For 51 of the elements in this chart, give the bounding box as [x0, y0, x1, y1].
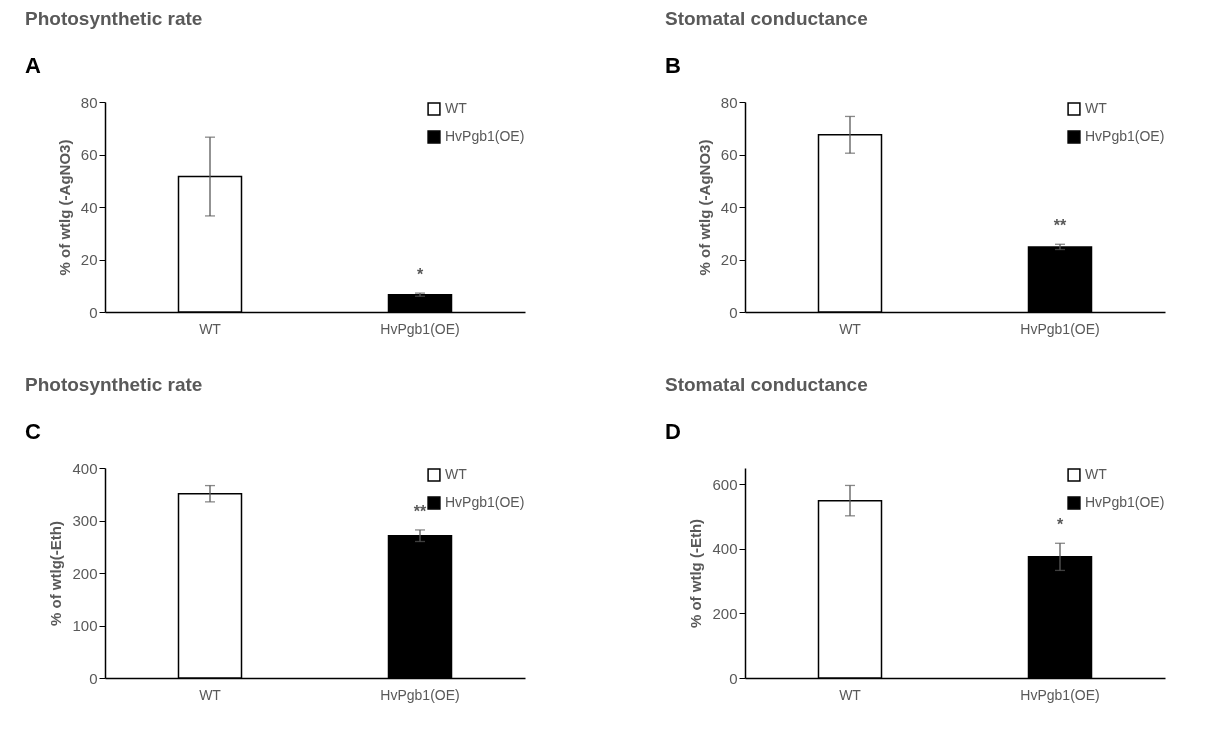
y-tick-label: 80 — [80, 93, 98, 111]
text: A — [25, 53, 41, 78]
y-tick-label: 200 — [712, 604, 738, 622]
x-tick-label: WT — [199, 686, 222, 703]
y-tick-label: 20 — [720, 251, 738, 268]
annotation: * — [1056, 516, 1064, 534]
text: C — [25, 419, 41, 444]
y-tick-label: 400 — [712, 540, 738, 558]
legend-label: HvPgb1(OE) — [1085, 128, 1165, 144]
chart-title: Photosynthetic rate — [25, 8, 203, 29]
y-tick-label: 100 — [72, 617, 98, 634]
y-tick-label: 600 — [712, 475, 738, 493]
y-tick-label: 200 — [72, 564, 98, 582]
x-tick-label: HvPgb1(OE) — [380, 686, 460, 703]
y-axis-title: % of wtlg(-Eth) — [47, 521, 65, 626]
chart-title: Stomatal conductance — [665, 374, 868, 395]
y-tick-label: 0 — [729, 303, 738, 321]
legend-label: WT — [1085, 466, 1108, 482]
y-tick-label: 20 — [80, 251, 98, 268]
y-tick-label: 0 — [729, 669, 738, 687]
legend-label: WT — [445, 466, 468, 482]
y-tick-label: 60 — [720, 146, 738, 163]
legend-label: HvPgb1(OE) — [445, 494, 525, 510]
y-axis-title: % of wtlg (-Eth) — [687, 518, 705, 629]
y-tick-label: 60 — [80, 146, 98, 163]
legend-label: HvPgb1(OE) — [1085, 494, 1165, 510]
chart-title: Stomatal conductance — [665, 8, 868, 29]
y-tick-label: 80 — [720, 93, 738, 111]
legend-label: WT — [445, 100, 468, 116]
annotation: ** — [1053, 217, 1067, 235]
y-axis-title: % of wtlg (-AgNO3) — [695, 139, 713, 276]
x-tick-label: WT — [839, 320, 862, 337]
y-tick-label: 0 — [89, 669, 98, 687]
y-tick-label: 300 — [72, 512, 98, 529]
x-tick-label: WT — [839, 686, 862, 703]
y-tick-label: 400 — [72, 459, 98, 477]
y-tick-label: 40 — [80, 198, 98, 216]
y-tick-label: 0 — [89, 303, 98, 321]
text: D — [665, 419, 681, 444]
x-tick-label: WT — [199, 320, 222, 337]
annotation: ** — [413, 502, 427, 520]
annotation: * — [416, 266, 424, 284]
x-tick-label: HvPgb1(OE) — [1020, 320, 1100, 337]
legend-label: HvPgb1(OE) — [445, 128, 525, 144]
legend-label: WT — [1085, 100, 1108, 116]
x-tick-label: HvPgb1(OE) — [1020, 686, 1100, 703]
x-tick-label: HvPgb1(OE) — [380, 320, 460, 337]
chart-title: Photosynthetic rate — [25, 374, 203, 395]
y-tick-label: 40 — [720, 198, 738, 216]
y-axis-title: % of wtlg (-AgNO3) — [55, 139, 73, 276]
text: B — [665, 53, 681, 78]
